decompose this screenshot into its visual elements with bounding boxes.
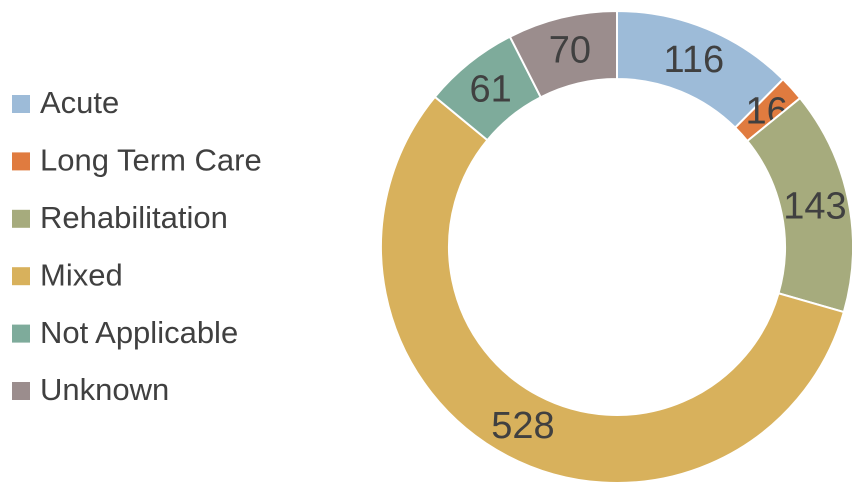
legend-text: Rehabilitation bbox=[40, 200, 228, 235]
legend-text: Acute bbox=[40, 85, 119, 120]
data-label: 70 bbox=[549, 30, 591, 72]
legend-text: Long Term Care bbox=[40, 143, 262, 178]
legend-swatch bbox=[12, 95, 30, 113]
data-label: 116 bbox=[664, 39, 725, 81]
data-label: 143 bbox=[783, 186, 846, 228]
legend-text: Not Applicable bbox=[40, 315, 238, 350]
data-label: 528 bbox=[491, 405, 554, 447]
legend-swatch bbox=[12, 324, 30, 343]
legend-swatch bbox=[12, 152, 30, 171]
data-label: 61 bbox=[469, 68, 511, 110]
legend-swatch bbox=[12, 209, 30, 228]
legend-swatch bbox=[12, 267, 30, 286]
legend-swatch bbox=[12, 382, 30, 400]
donut-segment bbox=[508, 9, 618, 99]
legend-text: Unknown bbox=[40, 372, 169, 407]
legend-text: Mixed bbox=[40, 257, 123, 292]
donut-segment bbox=[380, 95, 846, 483]
